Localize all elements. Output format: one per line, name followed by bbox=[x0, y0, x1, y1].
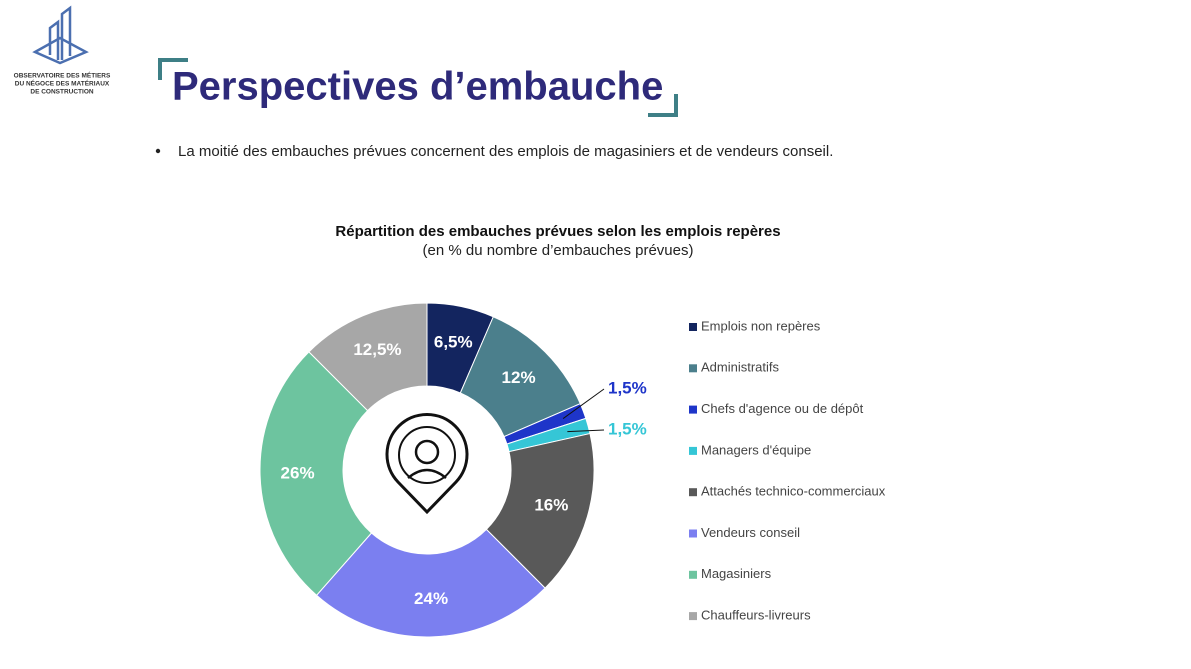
legend-label: Attachés technico-commerciaux bbox=[701, 484, 886, 499]
data-label: 24% bbox=[414, 589, 448, 608]
page-title: Perspectives d’embauche bbox=[172, 65, 663, 109]
data-label: 26% bbox=[281, 464, 315, 483]
legend-swatch bbox=[689, 529, 697, 538]
legend-label: Administratifs bbox=[701, 360, 780, 375]
data-label: 1,5% bbox=[608, 378, 647, 397]
bullet-dot bbox=[155, 148, 161, 154]
logo-base bbox=[32, 36, 89, 65]
legend-label: Emplois non repères bbox=[701, 318, 821, 333]
title-bracket bbox=[648, 94, 678, 117]
logo-text: OBSERVATOIRE DES MÉTIERS bbox=[14, 71, 111, 80]
logo-text: DU NÉGOCE DES MATÉRIAUX bbox=[15, 79, 110, 88]
pin bbox=[385, 412, 469, 515]
legend-swatch bbox=[689, 446, 697, 455]
chart-title: Répartition des embauches prévues selon … bbox=[335, 223, 780, 240]
chart: 6,5% 12% 1,5% 1,5% 16% 24% 26% 12,5% Emplois non… bbox=[259, 302, 886, 638]
center-icon bbox=[385, 412, 469, 515]
legend-swatch bbox=[689, 405, 697, 414]
data-label: 6,5% bbox=[434, 333, 473, 352]
title-bracket bbox=[158, 58, 188, 80]
legend-label: Magasiniers bbox=[701, 566, 772, 581]
donut-slice bbox=[308, 302, 428, 412]
chart-subtitle: (en % du nombre d’embauches prévues) bbox=[423, 242, 694, 259]
logo-tower bbox=[48, 19, 60, 60]
legend-label: Managers d'équipe bbox=[701, 442, 811, 457]
data-label: 12% bbox=[502, 368, 536, 387]
legend-swatch bbox=[689, 323, 697, 331]
logo-text: DE CONSTRUCTION bbox=[30, 89, 94, 96]
legend-label: Chauffeurs-livreurs bbox=[701, 608, 811, 623]
leader-line bbox=[562, 388, 605, 419]
legend-label: Vendeurs conseil bbox=[701, 525, 800, 540]
bullet-text: La moitié des embauches prévues concerne… bbox=[178, 143, 833, 160]
donut-slice bbox=[315, 528, 546, 638]
legend-swatch bbox=[689, 612, 697, 621]
logo bbox=[32, 5, 89, 65]
pin-ring bbox=[398, 426, 456, 484]
legend-swatch bbox=[689, 364, 697, 373]
donut-slice bbox=[259, 351, 373, 596]
data-label: 1,5% bbox=[608, 419, 647, 438]
head bbox=[414, 439, 440, 465]
leader-line bbox=[567, 429, 605, 433]
shoulders bbox=[407, 468, 447, 479]
data-label: 12,5% bbox=[353, 340, 401, 359]
legend-swatch bbox=[689, 570, 697, 579]
logo-tower bbox=[60, 5, 72, 60]
data-label: 16% bbox=[534, 496, 568, 515]
legend-swatch bbox=[689, 488, 697, 497]
legend-label: Chefs d'agence ou de dépôt bbox=[701, 401, 864, 416]
